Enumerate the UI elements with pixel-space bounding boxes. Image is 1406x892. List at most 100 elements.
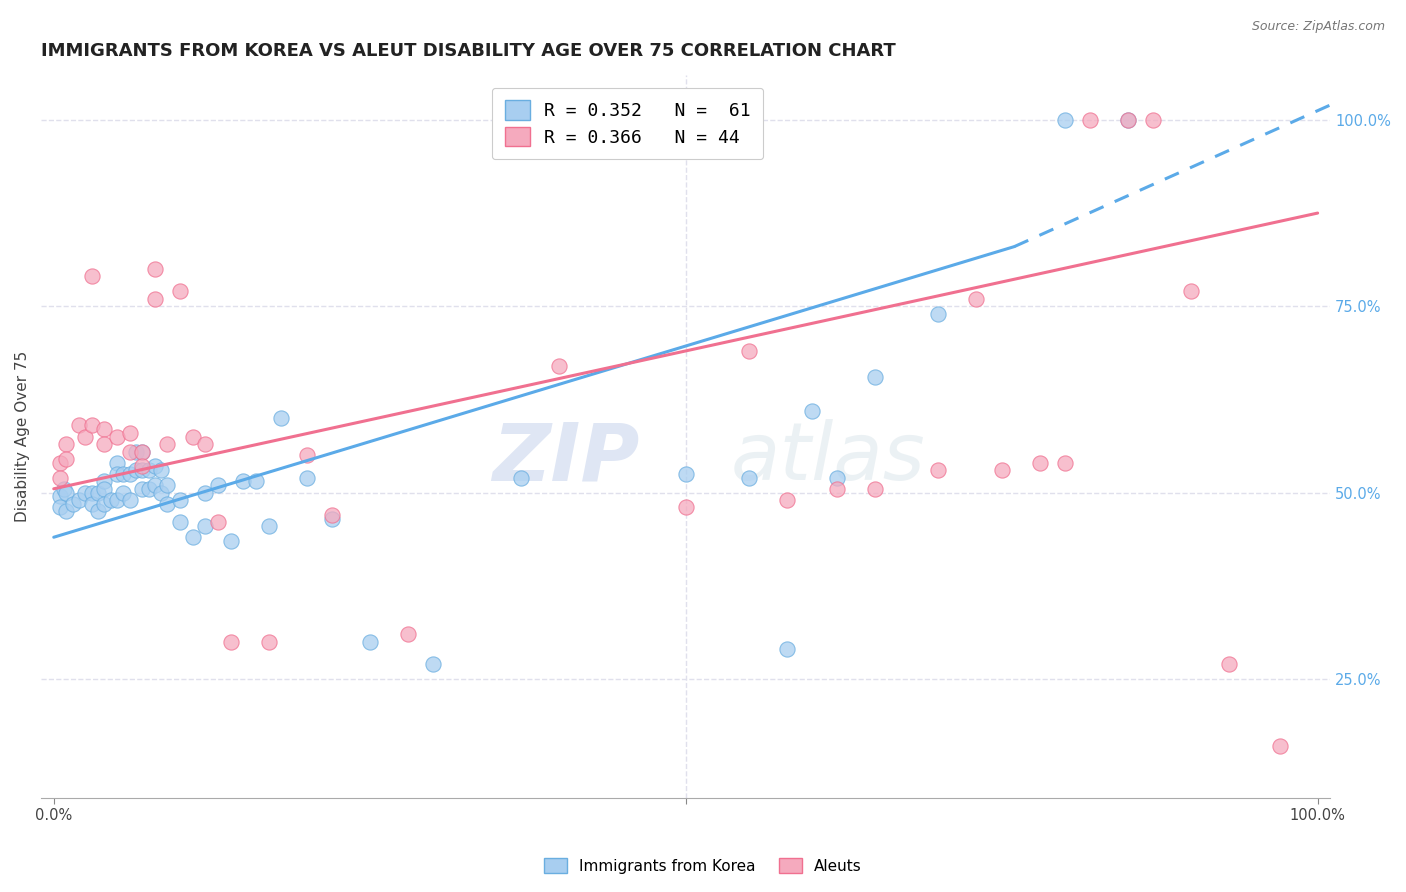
Point (55, 504, 77, 518)
Point (548, 359, 571, 373)
Point (990, 463, 1012, 477)
Point (49, 456, 72, 470)
Point (776, 493, 799, 508)
Point (396, 627, 419, 641)
Point (1268, 739, 1291, 753)
Point (80, 485, 103, 500)
Point (776, 642, 799, 657)
Point (422, 657, 444, 671)
Point (675, 467, 697, 481)
Point (131, 444, 153, 458)
Point (125, 463, 148, 477)
Legend: Immigrants from Korea, Aleuts: Immigrants from Korea, Aleuts (538, 852, 868, 880)
Point (80, 497, 103, 511)
Point (1078, 112, 1101, 127)
Point (1218, 657, 1240, 671)
Point (93, 482, 115, 496)
Point (738, 470, 761, 484)
Point (75, 485, 97, 500)
Point (55, 437, 77, 451)
Text: ZIP: ZIP (492, 419, 640, 498)
Point (143, 478, 166, 492)
Point (55, 452, 77, 467)
Point (827, 470, 849, 484)
Legend: R = 0.352   N =  61, R = 0.366   N = 44: R = 0.352 N = 61, R = 0.366 N = 44 (492, 87, 763, 159)
Point (105, 429, 128, 443)
Point (125, 444, 148, 458)
Point (105, 456, 128, 470)
Point (321, 508, 343, 522)
Point (219, 533, 242, 548)
Point (80, 418, 103, 433)
Point (118, 425, 141, 440)
Point (67, 493, 90, 508)
Point (100, 493, 122, 508)
Point (93, 437, 115, 451)
Point (1053, 456, 1076, 470)
Point (138, 482, 160, 496)
Point (49, 500, 72, 515)
Point (257, 519, 280, 533)
Point (675, 500, 697, 515)
Point (865, 370, 887, 384)
Point (321, 511, 343, 525)
Point (865, 482, 887, 496)
Point (131, 459, 153, 474)
Point (181, 429, 204, 443)
Text: atlas: atlas (731, 419, 925, 498)
Point (738, 343, 761, 358)
Point (801, 403, 824, 417)
Point (965, 292, 987, 306)
Point (194, 437, 217, 451)
Point (87, 504, 110, 518)
Point (67, 418, 90, 433)
Point (194, 519, 217, 533)
Point (510, 470, 533, 484)
Point (131, 482, 153, 496)
Point (112, 467, 135, 481)
Point (138, 463, 160, 477)
Point (169, 516, 191, 530)
Point (143, 292, 166, 306)
Point (194, 485, 217, 500)
Point (105, 467, 128, 481)
Point (87, 485, 110, 500)
Point (219, 634, 242, 648)
Text: Source: ZipAtlas.com: Source: ZipAtlas.com (1251, 20, 1385, 33)
Point (112, 485, 135, 500)
Point (143, 459, 166, 474)
Point (52, 482, 75, 496)
Point (118, 493, 141, 508)
Point (118, 444, 141, 458)
Point (62, 497, 84, 511)
Point (927, 463, 949, 477)
Y-axis label: Disability Age Over 75: Disability Age Over 75 (15, 351, 30, 522)
Point (257, 634, 280, 648)
Point (156, 497, 179, 511)
Point (105, 493, 128, 508)
Point (143, 262, 166, 277)
Point (295, 470, 318, 484)
Point (131, 444, 153, 458)
Point (169, 493, 191, 508)
Point (1116, 112, 1139, 127)
Point (118, 467, 141, 481)
Point (49, 470, 72, 484)
Point (1028, 456, 1050, 470)
Point (75, 429, 97, 443)
Point (295, 448, 318, 462)
Text: IMMIGRANTS FROM KOREA VS ALEUT DISABILITY AGE OVER 75 CORRELATION CHART: IMMIGRANTS FROM KOREA VS ALEUT DISABILIT… (41, 42, 896, 60)
Point (93, 422, 115, 436)
Point (156, 478, 179, 492)
Point (131, 463, 153, 477)
Point (1053, 112, 1076, 127)
Point (169, 285, 191, 299)
Point (55, 485, 77, 500)
Point (1142, 112, 1164, 127)
Point (93, 475, 115, 489)
Point (232, 475, 254, 489)
Point (49, 489, 72, 503)
Point (827, 482, 849, 496)
Point (207, 478, 229, 492)
Point (245, 475, 267, 489)
